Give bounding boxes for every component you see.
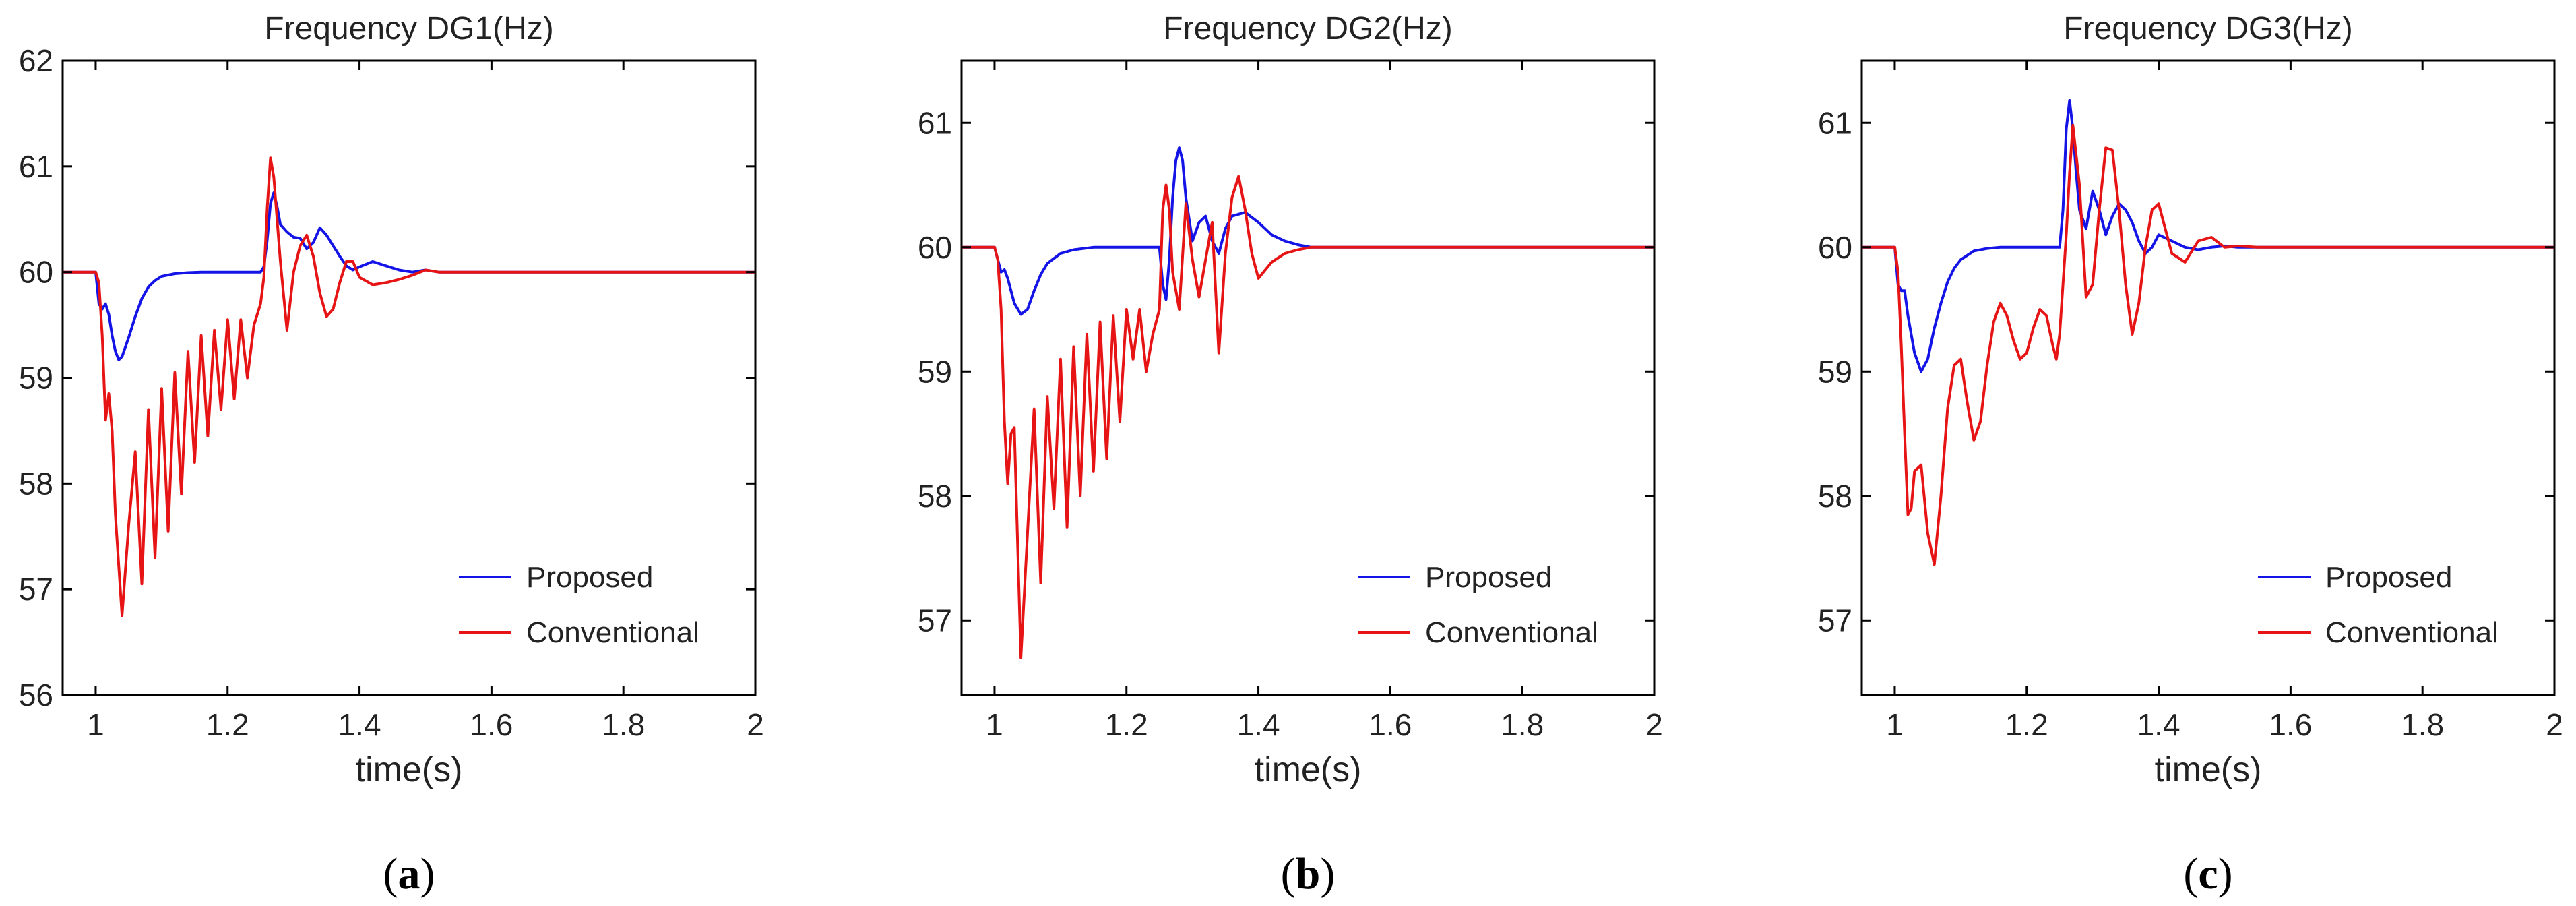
x-tick-label: 1.8	[1501, 707, 1544, 742]
x-tick-label: 1.4	[338, 707, 381, 742]
y-tick-label: 57	[1818, 603, 1852, 638]
x-tick-label: 2	[2546, 707, 2563, 742]
x-tick-label: 1.8	[602, 707, 645, 742]
y-tick-label: 57	[19, 572, 53, 607]
chart-title: Frequency DG2(Hz)	[1163, 11, 1452, 47]
x-tick-label: 1.2	[2005, 707, 2048, 742]
x-axis-label: time(s)	[356, 750, 463, 789]
chart-panel-b: 1 1.2 1.4 1.6 1.8 2 57 58 59 60 61 Frequency DG2(Hz…	[918, 11, 1663, 899]
x-tick-label: 1.6	[1369, 707, 1412, 742]
x-tick-label: 1.2	[1105, 707, 1148, 742]
y-tick-label: 61	[19, 149, 53, 184]
y-tick-label: 58	[1818, 479, 1852, 514]
series-line-conventional	[63, 156, 755, 617]
series-line-proposed	[962, 146, 1654, 316]
y-tick-label: 62	[19, 43, 53, 78]
axes-frame	[1860, 59, 2556, 696]
x-axis-label: time(s)	[2155, 750, 2262, 789]
chart-title: Frequency DG1(Hz)	[264, 11, 553, 47]
legend-label-conventional: Conventional	[2325, 616, 2499, 649]
panel-caption: (c)	[2183, 849, 2232, 899]
chart-title: Frequency DG3(Hz)	[2063, 11, 2352, 47]
x-tick-label: 1	[87, 707, 104, 742]
x-axis-label: time(s)	[1255, 750, 1362, 789]
series-line-proposed	[63, 191, 755, 361]
x-tick-label: 2	[1645, 707, 1663, 742]
legend-label-proposed: Proposed	[2325, 561, 2452, 594]
legend-label-conventional: Conventional	[1425, 616, 1598, 649]
panel-caption: (a)	[383, 849, 435, 899]
y-tick-label: 60	[19, 255, 53, 290]
chart-panel-a: 1 1.2 1.4 1.6 1.8 2 56 57 58 59 60 61 62 Frequency DG…	[19, 11, 764, 899]
y-tick-label: 60	[918, 230, 952, 265]
x-tick-label: 1.6	[2269, 707, 2312, 742]
panel-caption: (b)	[1281, 849, 1336, 899]
series-line-conventional	[962, 175, 1654, 659]
y-tick-label: 61	[918, 105, 952, 140]
x-tick-label: 2	[747, 707, 764, 742]
x-tick-label: 1.4	[1237, 707, 1280, 742]
x-tick-label: 1.2	[206, 707, 249, 742]
x-tick-label: 1.6	[470, 707, 513, 742]
chart-panel-c: 1 1.2 1.4 1.6 1.8 2 57 58 59 60 61 Frequency DG3(Hz…	[1818, 11, 2563, 899]
legend-label-proposed: Proposed	[526, 561, 653, 594]
axes-frame	[960, 59, 1656, 696]
x-tick-label: 1	[1886, 707, 1904, 742]
y-tick-label: 58	[19, 466, 53, 501]
y-tick-label: 58	[918, 479, 952, 514]
legend-label-conventional: Conventional	[526, 616, 699, 649]
series-line-proposed	[1862, 99, 2554, 373]
x-tick-label: 1.4	[2137, 707, 2180, 742]
x-tick-label: 1	[986, 707, 1003, 742]
y-tick-label: 59	[1818, 354, 1852, 389]
y-tick-label: 59	[918, 354, 952, 389]
y-tick-label: 57	[918, 603, 952, 638]
legend-label-proposed: Proposed	[1425, 561, 1552, 594]
y-tick-label: 59	[19, 361, 53, 396]
axes-frame	[61, 59, 757, 696]
x-tick-label: 1.8	[2401, 707, 2444, 742]
y-tick-label: 56	[19, 677, 53, 713]
series-line-conventional	[1862, 123, 2554, 566]
y-tick-label: 61	[1818, 105, 1852, 140]
y-tick-label: 60	[1818, 230, 1852, 265]
